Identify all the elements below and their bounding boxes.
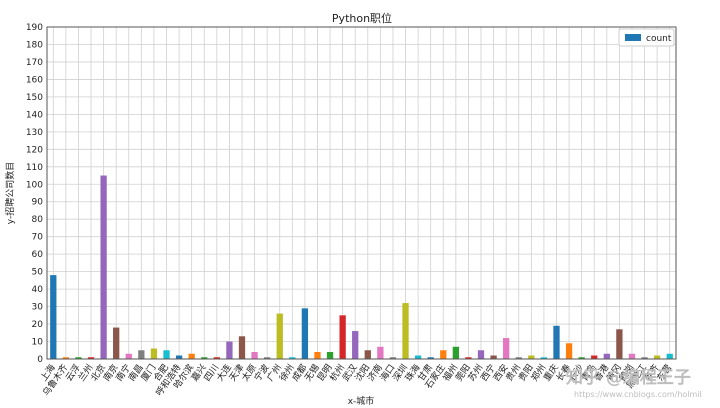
x-axis-label: x-城市 xyxy=(348,395,375,407)
bar-西宁 xyxy=(490,355,497,359)
chart-title: Python职位 xyxy=(332,11,392,25)
y-tick-label: 40 xyxy=(32,285,44,295)
bar-上海 xyxy=(50,275,57,359)
y-tick-label: 100 xyxy=(26,180,43,190)
bar-成都 xyxy=(301,308,309,359)
bar-合肥 xyxy=(163,350,170,359)
bar-东营 xyxy=(666,353,673,359)
bar-珠海 xyxy=(414,355,422,359)
bar-黄冈 xyxy=(616,329,623,359)
bar-兰州 xyxy=(87,357,95,359)
y-tick-label: 160 xyxy=(26,75,43,85)
bar-海口 xyxy=(389,357,397,359)
watermark-text: 知乎 @编程王子 xyxy=(565,367,691,388)
y-tick-label: 10 xyxy=(32,338,44,348)
y-tick-label: 180 xyxy=(26,40,43,50)
bar-长春 xyxy=(565,343,573,359)
watermark: 知乎 @编程王子 https://www.cnblogs.com/holmil xyxy=(565,367,702,399)
bar-厦门 xyxy=(150,348,158,359)
y-tick-label: 80 xyxy=(32,215,44,225)
bar-深圳 xyxy=(402,303,409,359)
bar-长沙 xyxy=(578,357,585,359)
y-tick-label: 30 xyxy=(32,303,44,313)
bar-乌鲁木齐 xyxy=(62,357,70,359)
bar-西安 xyxy=(503,338,510,359)
y-tick-label: 170 xyxy=(26,58,43,68)
bar-福州 xyxy=(452,346,459,359)
bar-南昌 xyxy=(138,350,145,359)
bar-青岛 xyxy=(591,355,598,359)
bar-杭州 xyxy=(339,315,346,359)
bar-哈尔滨 xyxy=(188,353,195,359)
y-tick-label: 190 xyxy=(26,23,43,33)
y-ticks: 0 10 20 30 40 50 60 70 80 90 100 110 120 130 140 150 160… xyxy=(26,23,43,365)
bar-南京 xyxy=(113,327,120,359)
bar-鹤岗 xyxy=(628,353,636,359)
bar-南宁 xyxy=(125,353,132,359)
bar-贵州 xyxy=(515,357,522,359)
bar-四川 xyxy=(213,357,220,359)
bar-云浮 xyxy=(75,357,82,359)
legend-box xyxy=(618,28,675,47)
bar-大连 xyxy=(226,341,233,359)
bar-沈阳 xyxy=(364,350,371,359)
y-axis-label: y-招聘公司数目 xyxy=(4,162,16,224)
bar-宁波 xyxy=(264,357,271,359)
legend-swatch xyxy=(625,34,641,41)
y-tick-label: 150 xyxy=(26,93,43,103)
y-tick-label: 0 xyxy=(37,355,43,365)
bar-太原 xyxy=(251,352,258,359)
bar-无锡 xyxy=(314,352,321,359)
bar-石家庄 xyxy=(440,350,447,359)
bar-天津 xyxy=(238,336,246,359)
legend: count xyxy=(618,28,675,47)
y-tick-label: 140 xyxy=(26,110,43,120)
bar-郑州 xyxy=(540,357,548,359)
bar-济南 xyxy=(377,346,384,359)
bar-徐州 xyxy=(289,357,296,359)
bar-黑龙江 xyxy=(641,357,648,359)
bars xyxy=(50,175,673,359)
y-tick-label: 90 xyxy=(32,198,44,208)
y-tick-label: 130 xyxy=(26,128,43,138)
bar-广州 xyxy=(276,313,283,359)
bar-重庆 xyxy=(553,325,560,359)
x-ticks: 上海乌鲁木齐云浮兰州北京南京南宁南昌厦门合肥呼和浩特哈尔滨嘉兴四川大连天津太原宁… xyxy=(38,362,675,398)
bar-莞阳 xyxy=(465,357,472,359)
y-tick-label: 70 xyxy=(32,233,44,243)
bar-北京 xyxy=(100,175,107,359)
bar-香港 xyxy=(603,353,610,359)
watermark-url: https://www.cnblogs.com/holmil xyxy=(574,390,702,399)
bar-武汉 xyxy=(352,331,359,359)
y-tick-label: 20 xyxy=(32,320,44,330)
y-tick-label: 50 xyxy=(32,268,44,278)
bar-齐齐 xyxy=(653,355,661,359)
bar-昆明 xyxy=(326,352,334,359)
bar-甘肃 xyxy=(427,357,434,359)
y-tick-label: 110 xyxy=(26,163,43,173)
bar-苏州 xyxy=(477,350,485,359)
grid-lines xyxy=(47,26,676,360)
plot-frame xyxy=(46,26,677,360)
legend-entry-count: count xyxy=(646,34,672,44)
y-tick-label: 120 xyxy=(26,145,43,155)
bar-呼和浩特 xyxy=(175,355,183,359)
bar-贵阳 xyxy=(528,355,535,359)
y-tick-label: 60 xyxy=(32,250,44,260)
bar-嘉兴 xyxy=(201,357,208,359)
